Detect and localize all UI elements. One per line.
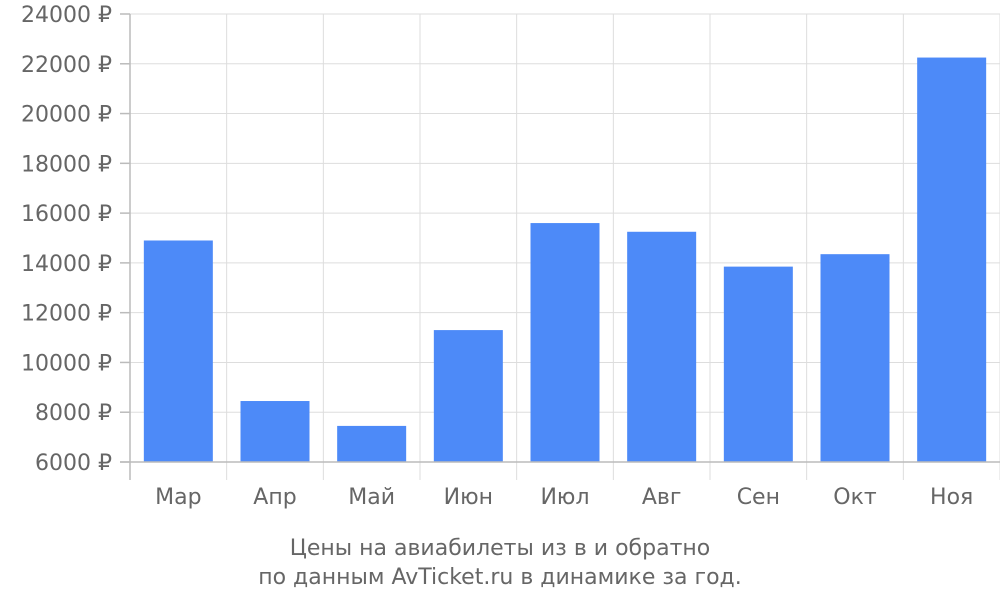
x-tick-label: Ноя [930, 485, 973, 510]
bar-0 [143, 240, 213, 462]
bar-3 [433, 330, 503, 462]
x-tick-label: Июн [444, 485, 493, 510]
x-tick-label: Сен [737, 485, 780, 510]
y-tick-label: 20000 ₽ [21, 103, 112, 128]
axes [120, 14, 1000, 480]
x-tick-label: Авг [642, 485, 682, 510]
x-tick-label: Мар [155, 485, 201, 510]
bar-8 [917, 57, 987, 463]
y-tick-label: 22000 ₽ [21, 53, 112, 78]
x-tick-label: Окт [833, 485, 877, 510]
bar-5 [627, 231, 697, 462]
y-tick-labels: 6000 ₽ 8000 ₽ 10000 ₽ 12000 ₽ 14000 ₽ 16000 ₽… [21, 3, 112, 476]
y-tick-label: 18000 ₽ [21, 152, 112, 177]
y-tick-label: 14000 ₽ [21, 252, 112, 277]
chart-caption-line-2: по данным AvTicket.ru в динамике за год. [258, 565, 742, 590]
y-tick-label: 24000 ₽ [21, 3, 112, 28]
y-tick-label: 12000 ₽ [21, 302, 112, 327]
bar-7 [820, 254, 890, 462]
bar-2 [337, 425, 407, 462]
x-tick-label: Апр [253, 485, 296, 510]
x-tick-label: Июл [540, 485, 589, 510]
chart-caption-line-1: Цены на авиабилеты из в и обратно [290, 536, 710, 561]
y-tick-label: 10000 ₽ [21, 351, 112, 376]
bars [143, 57, 987, 463]
bar-6 [723, 266, 793, 462]
y-tick-label: 16000 ₽ [21, 202, 112, 227]
bar-4 [530, 223, 600, 462]
bar-1 [240, 401, 310, 462]
x-tick-label: Май [348, 485, 395, 510]
x-tick-labels: Мар Апр Май Июн Июл Авг Сен Окт Ноя [155, 485, 973, 510]
y-tick-label: 6000 ₽ [35, 451, 112, 476]
y-tick-label: 8000 ₽ [35, 401, 112, 426]
